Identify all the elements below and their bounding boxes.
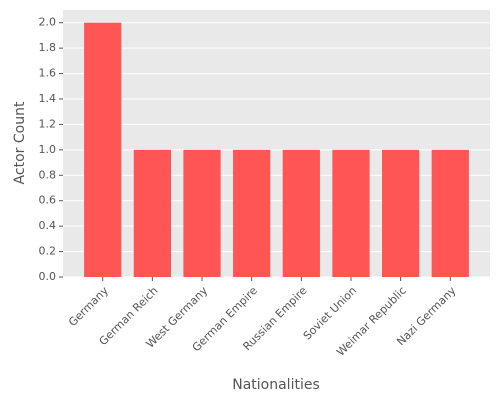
- y-tick-label: 0.8: [39, 168, 57, 181]
- y-tick-label: 0.6: [39, 194, 57, 207]
- bar: [233, 149, 271, 277]
- y-tick-label: 1.2: [39, 117, 57, 130]
- x-tick-label: Germany: [66, 284, 111, 329]
- bar: [282, 149, 320, 277]
- y-tick-label: 2.0: [39, 16, 57, 29]
- bar: [183, 149, 221, 277]
- bar: [382, 149, 420, 277]
- y-tick-label: 0.4: [39, 219, 57, 232]
- bar: [332, 149, 370, 277]
- y-tick-label: 1.6: [39, 67, 57, 80]
- bar: [133, 149, 171, 277]
- y-tick-label: 1.4: [39, 92, 57, 105]
- x-axis-title: Nationalities: [232, 377, 320, 393]
- bar: [84, 22, 122, 278]
- plot-background: [63, 10, 490, 277]
- y-tick-label: 0.2: [39, 245, 57, 258]
- bar: [431, 149, 469, 277]
- y-tick-label: 1.0: [39, 143, 57, 156]
- y-tick-label: 0.0: [39, 270, 57, 283]
- y-tick-label: 1.8: [39, 41, 57, 54]
- y-axis-title: Actor Count: [12, 101, 28, 184]
